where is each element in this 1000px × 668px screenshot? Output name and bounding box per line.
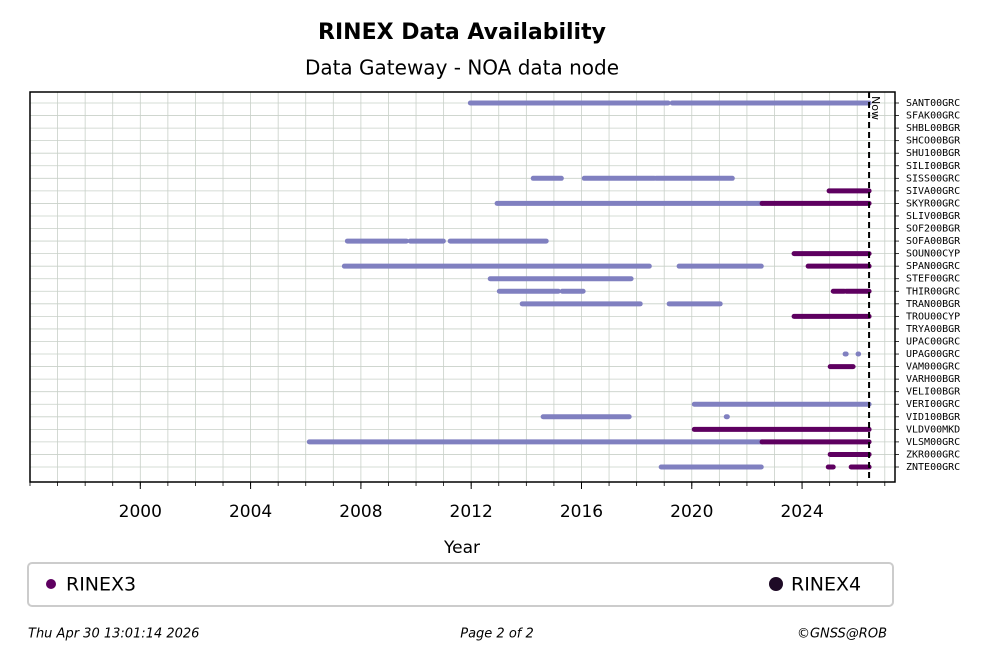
now-label: Now — [869, 96, 882, 120]
row-label: SILI00BGR — [906, 161, 961, 172]
row-label: SOUN00CYP — [906, 249, 960, 260]
row-label: TROU00CYP — [906, 311, 960, 322]
chart-subtitle: Data Gateway - NOA data node — [305, 56, 619, 80]
legend-box — [28, 563, 893, 606]
legend-marker — [769, 577, 783, 591]
row-label: THIR00GRC — [906, 286, 960, 297]
row-label: SANT00GRC — [906, 98, 960, 109]
footer-date: Thu Apr 30 13:01:14 2026 — [28, 627, 199, 642]
row-label: VLSM00GRC — [906, 437, 960, 448]
row-label: VERI00GRC — [906, 399, 960, 410]
row-label: VLDV00MKD — [906, 424, 960, 435]
row-label: VELI00BGR — [906, 387, 961, 398]
x-tick-label: 2016 — [560, 502, 603, 522]
row-label: SHBL00BGR — [906, 123, 961, 134]
x-tick-label: 2000 — [119, 502, 162, 522]
x-tick-label: 2008 — [339, 502, 382, 522]
row-label: VAM000GRC — [906, 362, 960, 373]
footer-credit: ©GNSS@ROB — [797, 627, 887, 642]
row-label: TRAN00BGR — [906, 299, 961, 310]
row-label: SOF200BGR — [906, 224, 961, 235]
row-label: UPAG00GRC — [906, 349, 960, 360]
row-label: ZNTE00GRC — [906, 462, 960, 473]
row-label: VARH00BGR — [906, 374, 961, 385]
row-label: SKYR00GRC — [906, 198, 960, 209]
row-label: SHU100BGR — [906, 148, 961, 159]
row-label: SIVA00GRC — [906, 186, 960, 197]
row-label: UPAC00GRC — [906, 336, 960, 347]
row-label: TRYA00BGR — [906, 324, 961, 335]
legend-label: RINEX4 — [791, 574, 861, 596]
row-label: SPAN00GRC — [906, 261, 960, 272]
row-label: STEF00GRC — [906, 274, 960, 285]
row-label: SFAK00GRC — [906, 111, 960, 122]
row-label: VID100BGR — [906, 412, 961, 423]
plot-frame — [30, 92, 895, 482]
row-label: ZKR000GRC — [906, 449, 960, 460]
legend-marker — [46, 579, 56, 589]
x-tick-label: 2020 — [670, 502, 713, 522]
row-label: SLIV00BGR — [906, 211, 961, 222]
x-tick-label: 2004 — [229, 502, 272, 522]
footer-page: Page 2 of 2 — [460, 627, 534, 642]
row-label: SHCO00BGR — [906, 136, 961, 147]
x-axis-label: Year — [443, 538, 480, 558]
row-label: SOFA00BGR — [906, 236, 961, 247]
row-label: SISS00GRC — [906, 173, 960, 184]
chart-title: RINEX Data Availability — [318, 20, 606, 45]
x-tick-label: 2024 — [780, 502, 823, 522]
x-tick-label: 2012 — [450, 502, 493, 522]
legend-label: RINEX3 — [66, 574, 136, 596]
